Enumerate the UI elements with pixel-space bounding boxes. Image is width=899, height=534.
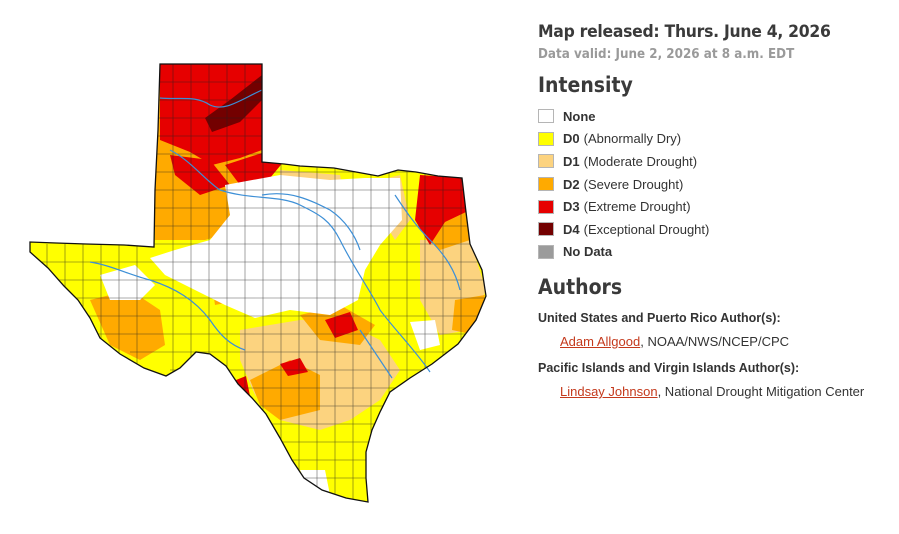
- legend-label-d3: (Extreme Drought): [583, 199, 691, 215]
- legend-label-d1: (Moderate Drought): [583, 153, 698, 169]
- legend-item-no-data: No Data: [538, 241, 893, 264]
- drought-map: [22, 60, 502, 510]
- author-affiliation-allgood: , NOAA/NWS/NCEP/CPC: [640, 334, 790, 350]
- us-author-line: Adam Allgood, NOAA/NWS/NCEP/CPC: [538, 334, 893, 349]
- legend-label-none: None: [563, 108, 596, 124]
- us-authors-label: United States and Puerto Rico Author(s):: [538, 311, 781, 326]
- legend-swatch-d1: [538, 154, 554, 169]
- legend-item-d4: D4 (Exceptional Drought): [538, 218, 893, 241]
- legend-swatch-d4: [538, 222, 554, 237]
- legend-label-d0: (Abnormally Dry): [583, 131, 682, 147]
- legend-item-none: None: [538, 105, 893, 128]
- legend-item-d3: D3 (Extreme Drought): [538, 195, 893, 218]
- intensity-heading: Intensity: [538, 73, 633, 97]
- legend-swatch-no-data: [538, 244, 554, 259]
- author-affiliation-johnson: , National Drought Mitigation Center: [657, 384, 865, 400]
- pacific-author-line: Lindsay Johnson, National Drought Mitiga…: [538, 384, 893, 399]
- pacific-authors-label: Pacific Islands and Virgin Islands Autho…: [538, 361, 800, 376]
- legend-code-d4: D4: [563, 221, 580, 237]
- legend-swatch-d0: [538, 131, 554, 146]
- legend-swatch-none: [538, 109, 554, 124]
- legend-code-d1: D1: [563, 153, 580, 169]
- authors-heading: Authors: [538, 275, 623, 300]
- map-released-date: Map released: Thurs. June 4, 2026: [538, 22, 831, 42]
- legend-swatch-d2: [538, 177, 554, 192]
- legend-code-d3: D3: [563, 199, 580, 215]
- author-link-allgood[interactable]: Adam Allgood: [560, 334, 641, 350]
- legend-swatch-d3: [538, 199, 554, 214]
- legend-item-d2: D2 (Severe Drought): [538, 173, 893, 196]
- legend-code-d0: D0: [563, 131, 580, 147]
- info-panel: Map released: Thurs. June 4, 2026 Data v…: [538, 22, 893, 399]
- legend-label-d4: (Exceptional Drought): [583, 221, 710, 237]
- legend-item-d1: D1 (Moderate Drought): [538, 150, 893, 173]
- intensity-legend: None D0 (Abnormally Dry) D1 (Moderate Dr…: [538, 105, 893, 263]
- legend-code-d2: D2: [563, 176, 580, 192]
- data-valid-date: Data valid: June 2, 2026 at 8 a.m. EDT: [538, 47, 795, 62]
- legend-label-d2: (Severe Drought): [583, 176, 684, 192]
- author-link-johnson[interactable]: Lindsay Johnson: [560, 384, 658, 400]
- legend-label-no-data: No Data: [563, 244, 613, 260]
- legend-item-d0: D0 (Abnormally Dry): [538, 128, 893, 151]
